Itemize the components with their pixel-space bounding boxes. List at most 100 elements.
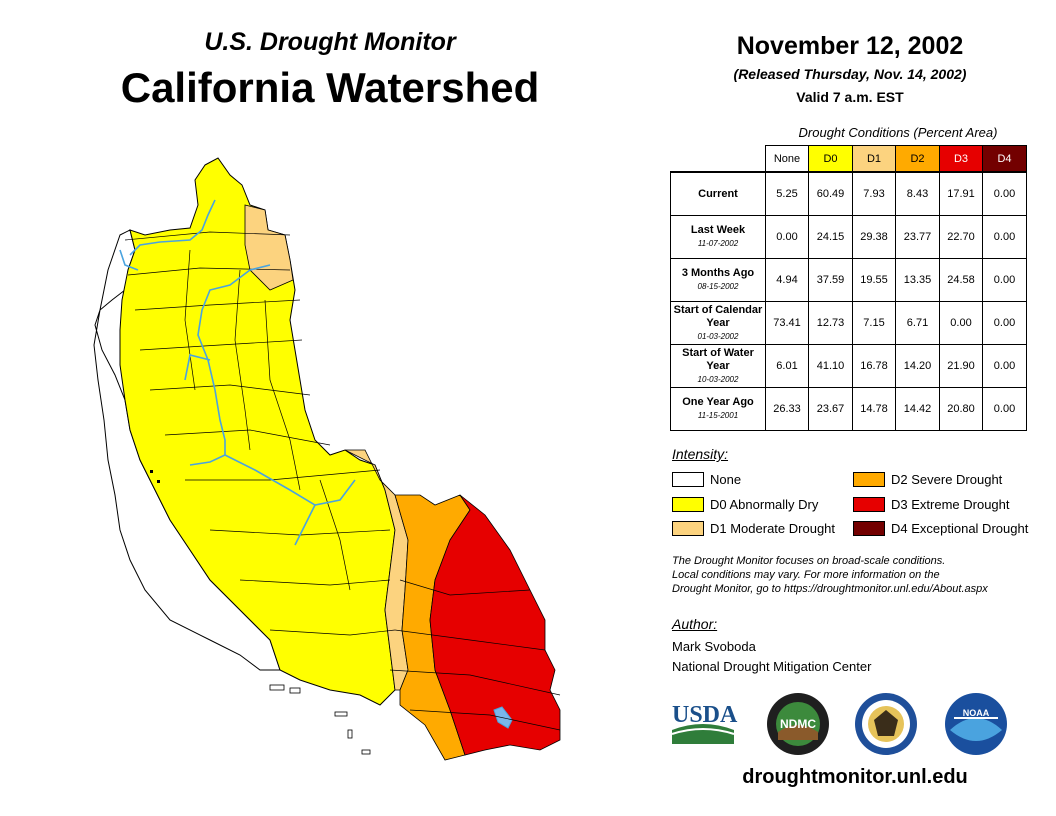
cell-value: 13.35 xyxy=(895,258,940,302)
cell-value: 23.77 xyxy=(895,215,940,259)
legend-d3: D3 Extreme Drought xyxy=(853,496,1010,513)
cell-value: 6.01 xyxy=(765,344,809,388)
svg-text:NOAA: NOAA xyxy=(963,708,990,718)
table-row: Current 5.25 60.49 7.93 8.43 17.91 0.00 xyxy=(670,171,1027,216)
cell-value: 0.00 xyxy=(982,215,1027,259)
commerce-seal xyxy=(855,693,917,755)
row-label: Current xyxy=(670,171,766,216)
row-date: 01-03-2002 xyxy=(697,331,739,341)
map-subtitle: U.S. Drought Monitor xyxy=(204,28,456,56)
map-date: November 12, 2002 xyxy=(736,32,964,60)
row-label: Start of Water Year 10-03-2002 xyxy=(670,344,766,388)
footer-url[interactable]: droughtmonitor.unl.edu xyxy=(742,766,968,788)
cell-value: 16.78 xyxy=(852,344,896,388)
release-date: (Released Thursday, Nov. 14, 2002) xyxy=(733,66,967,82)
legend-d1: D1 Moderate Drought xyxy=(672,520,835,537)
legend-d2: D2 Severe Drought xyxy=(853,471,1002,488)
cell-value: 24.58 xyxy=(939,258,983,302)
row-label-text: Start of Calendar Year xyxy=(673,303,763,329)
legend-swatch xyxy=(853,497,885,512)
cell-value: 0.00 xyxy=(982,171,1027,216)
row-label-text: 3 Months Ago xyxy=(681,267,755,279)
svg-text:USDA: USDA xyxy=(672,702,738,728)
cell-value: 0.00 xyxy=(982,301,1027,345)
cell-value: 7.15 xyxy=(852,301,896,345)
usda-logo: USDA xyxy=(671,702,738,744)
row-label-text: One Year Ago xyxy=(682,396,754,408)
row-label: Last Week 11-07-2002 xyxy=(670,215,766,259)
cell-value: 20.80 xyxy=(939,387,983,431)
author-org: National Drought Mitigation Center xyxy=(672,659,872,674)
note-line: The Drought Monitor focuses on broad-sca… xyxy=(672,555,946,567)
cell-value: 0.00 xyxy=(982,387,1027,431)
legend-label: D4 Exceptional Drought xyxy=(891,521,1029,536)
cell-value: 41.10 xyxy=(808,344,853,388)
legend-label: D3 Extreme Drought xyxy=(891,497,1010,512)
note-line: Local conditions may vary. For more info… xyxy=(672,569,940,581)
cell-value: 22.70 xyxy=(939,215,983,259)
cell-value: 0.00 xyxy=(939,301,983,345)
author-name: Mark Svoboda xyxy=(672,639,756,654)
cell-value: 14.42 xyxy=(895,387,940,431)
row-date: 08-15-2002 xyxy=(697,282,739,291)
california-watershed-map xyxy=(93,157,561,761)
row-date: 10-03-2002 xyxy=(697,374,739,384)
row-label: One Year Ago 11-15-2001 xyxy=(670,387,766,431)
cell-value: 17.91 xyxy=(939,171,983,216)
cell-value: 12.73 xyxy=(808,301,853,345)
legend-label: D2 Severe Drought xyxy=(891,472,1003,487)
cell-value: 21.90 xyxy=(939,344,983,388)
cell-value: 26.33 xyxy=(765,387,809,431)
row-label-text: Start of Water Year xyxy=(682,346,754,372)
cell-value: 24.15 xyxy=(808,215,853,259)
row-date: 11-15-2001 xyxy=(697,411,739,420)
cell-value: 14.78 xyxy=(852,387,896,431)
noaa-logo: NOAA xyxy=(945,693,1007,755)
cell-value: 19.55 xyxy=(852,258,896,302)
table-corner xyxy=(671,146,766,173)
row-label: Start of Calendar Year 01-03-2002 xyxy=(670,301,766,345)
valid-time: Valid 7 a.m. EST xyxy=(796,89,904,105)
table-row: Start of Water Year 10-03-2002 6.01 41.10 16… xyxy=(670,344,1027,388)
cell-value: 23.67 xyxy=(808,387,853,431)
col-d3: D3 xyxy=(939,145,983,173)
svg-text:NDMC: NDMC xyxy=(780,717,816,731)
table-row: Start of Calendar Year 01-03-2002 73.41 12.… xyxy=(670,301,1027,345)
cell-value: 60.49 xyxy=(808,171,853,216)
watershed-boundaries xyxy=(124,231,561,731)
cell-value: 4.94 xyxy=(765,258,809,302)
row-date: 11-07-2002 xyxy=(697,239,739,248)
table-row: One Year Ago 11-15-2001 26.33 23.67 14.78 14.… xyxy=(670,387,1027,431)
legend-swatch xyxy=(672,497,704,512)
legend-swatch xyxy=(853,472,885,487)
cell-value: 0.00 xyxy=(982,344,1027,388)
row-label-text: Current xyxy=(698,187,738,200)
cell-value: 5.25 xyxy=(765,171,809,216)
partner-logos: USDA NDMC NOAA xyxy=(671,693,1007,755)
row-label-text: Last Week xyxy=(690,224,746,236)
cell-value: 0.00 xyxy=(765,215,809,259)
table-row: 3 Months Ago 08-15-2002 4.94 37.59 19.55 13.3… xyxy=(670,258,1027,302)
table-header-row: None D0 D1 D2 D3 D4 xyxy=(671,145,1027,173)
legend-label: None xyxy=(710,472,742,487)
cell-value: 8.43 xyxy=(895,171,940,216)
author-heading: Author: xyxy=(672,616,718,632)
col-d0: D0 xyxy=(808,145,853,173)
row-label: 3 Months Ago 08-15-2002 xyxy=(670,258,766,302)
col-d1: D1 xyxy=(852,145,896,173)
legend-label: D1 Moderate Drought xyxy=(710,521,836,536)
legend-swatch xyxy=(672,472,704,487)
col-d4: D4 xyxy=(982,145,1027,173)
table-caption: Drought Conditions (Percent Area) xyxy=(798,125,998,140)
col-none: None xyxy=(765,145,809,173)
channel-islands xyxy=(269,684,371,755)
cell-value: 37.59 xyxy=(808,258,853,302)
disclaimer-note: The Drought Monitor focuses on broad-sca… xyxy=(672,554,1052,596)
legend-none: None xyxy=(672,471,741,488)
legend-d4: D4 Exceptional Drought xyxy=(853,520,1028,537)
rivers xyxy=(119,199,356,546)
cell-value: 29.38 xyxy=(852,215,896,259)
ndmc-logo: NDMC xyxy=(767,693,829,755)
cell-value: 73.41 xyxy=(765,301,809,345)
legend-swatch xyxy=(672,521,704,536)
